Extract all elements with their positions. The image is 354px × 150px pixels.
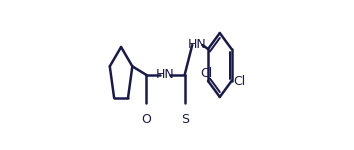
Text: HN: HN — [188, 39, 207, 51]
Text: HN: HN — [155, 69, 174, 81]
Text: O: O — [142, 113, 152, 126]
Text: Cl: Cl — [200, 67, 212, 80]
Text: Cl: Cl — [234, 75, 246, 87]
Text: S: S — [181, 113, 189, 126]
